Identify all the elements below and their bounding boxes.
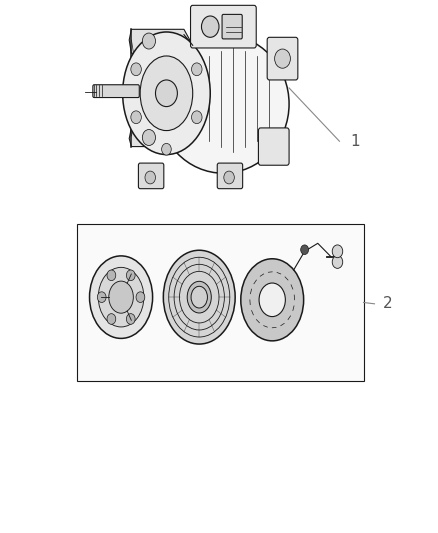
Ellipse shape	[109, 281, 133, 313]
Circle shape	[155, 80, 177, 107]
Circle shape	[97, 292, 106, 303]
Text: 2: 2	[383, 296, 393, 311]
FancyBboxPatch shape	[258, 128, 289, 165]
FancyBboxPatch shape	[217, 163, 243, 189]
Text: 1: 1	[350, 134, 360, 149]
Circle shape	[107, 313, 116, 324]
Circle shape	[107, 270, 116, 281]
Circle shape	[142, 130, 155, 146]
Circle shape	[332, 245, 343, 258]
Ellipse shape	[89, 256, 152, 338]
FancyBboxPatch shape	[138, 163, 164, 189]
Circle shape	[275, 49, 290, 68]
Ellipse shape	[98, 268, 144, 327]
Circle shape	[126, 270, 135, 281]
Polygon shape	[129, 128, 193, 147]
Ellipse shape	[259, 283, 285, 317]
Ellipse shape	[241, 259, 304, 341]
Circle shape	[224, 171, 234, 184]
Circle shape	[131, 63, 141, 76]
Bar	[77, 224, 364, 381]
Circle shape	[191, 111, 202, 124]
FancyBboxPatch shape	[267, 37, 298, 80]
Polygon shape	[129, 29, 193, 53]
Circle shape	[142, 33, 155, 49]
Circle shape	[332, 256, 343, 269]
Circle shape	[145, 171, 155, 184]
Circle shape	[126, 313, 135, 324]
Ellipse shape	[123, 32, 210, 155]
FancyBboxPatch shape	[93, 85, 139, 98]
Circle shape	[300, 245, 308, 255]
Ellipse shape	[191, 286, 208, 308]
Circle shape	[191, 63, 202, 76]
Circle shape	[136, 292, 145, 303]
FancyBboxPatch shape	[222, 14, 242, 39]
Ellipse shape	[187, 281, 211, 313]
Circle shape	[162, 143, 171, 155]
Ellipse shape	[140, 56, 193, 131]
FancyBboxPatch shape	[191, 5, 256, 48]
Ellipse shape	[163, 250, 235, 344]
Circle shape	[131, 111, 141, 124]
Ellipse shape	[158, 35, 289, 173]
Circle shape	[201, 16, 219, 37]
